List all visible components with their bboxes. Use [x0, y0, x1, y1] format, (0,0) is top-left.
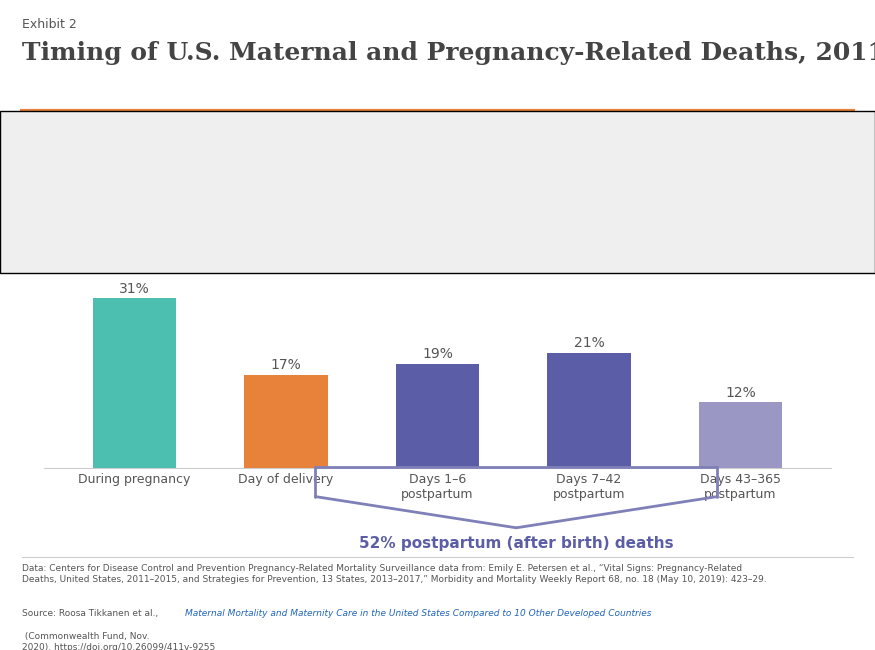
- Text: 31%: 31%: [119, 281, 150, 296]
- Bar: [396, 364, 480, 468]
- Text: Day of
delivery: Day of delivery: [353, 222, 400, 250]
- Text: 21%: 21%: [574, 336, 605, 350]
- Text: Conception: Conception: [39, 194, 118, 207]
- Text: Pregnancy: Pregnancy: [213, 132, 295, 146]
- Bar: [547, 353, 631, 468]
- Text: (Commonwealth Fund, Nov.
2020). https://doi.org/10.26099/411v-9255: (Commonwealth Fund, Nov. 2020). https://…: [22, 632, 215, 650]
- Text: Data: Centers for Disease Control and Prevention Pregnancy-Related Mortality Sur: Data: Centers for Disease Control and Pr…: [22, 564, 766, 584]
- Text: Exhibit 2: Exhibit 2: [22, 18, 77, 31]
- Text: Source: Roosa Tikkanen et al.,: Source: Roosa Tikkanen et al.,: [22, 609, 161, 618]
- Bar: [244, 375, 328, 468]
- Bar: [93, 298, 176, 468]
- Text: 52% postpartum (after birth) deaths: 52% postpartum (after birth) deaths: [359, 536, 674, 551]
- Text: Maternal Mortality and Maternity Care in the United States Compared to 10 Other : Maternal Mortality and Maternity Care in…: [185, 609, 651, 618]
- Text: Pregnancy timeline: Pregnancy timeline: [9, 258, 130, 272]
- Bar: [131, 193, 376, 207]
- Text: Timing of U.S. Maternal and Pregnancy-Related Deaths, 2011–2015: Timing of U.S. Maternal and Pregnancy-Re…: [22, 41, 875, 65]
- Bar: [402, 193, 481, 207]
- Text: Postpartum deaths
(days 1–42): Postpartum deaths (days 1–42): [430, 222, 542, 250]
- Text: After birth
(postpartum): After birth (postpartum): [608, 124, 713, 154]
- Text: 17%: 17%: [270, 358, 301, 372]
- Text: 19%: 19%: [422, 347, 453, 361]
- Text: Delivery/
Birth: Delivery/ Birth: [341, 124, 411, 154]
- Bar: [699, 402, 782, 468]
- Text: "Late" maternal deaths
(days 43–365 postpartum): "Late" maternal deaths (days 43–365 post…: [600, 222, 756, 250]
- Text: 12%: 12%: [725, 385, 756, 400]
- Text: 9 months
('prenatal'): 9 months ('prenatal'): [221, 222, 286, 250]
- Bar: [481, 193, 788, 207]
